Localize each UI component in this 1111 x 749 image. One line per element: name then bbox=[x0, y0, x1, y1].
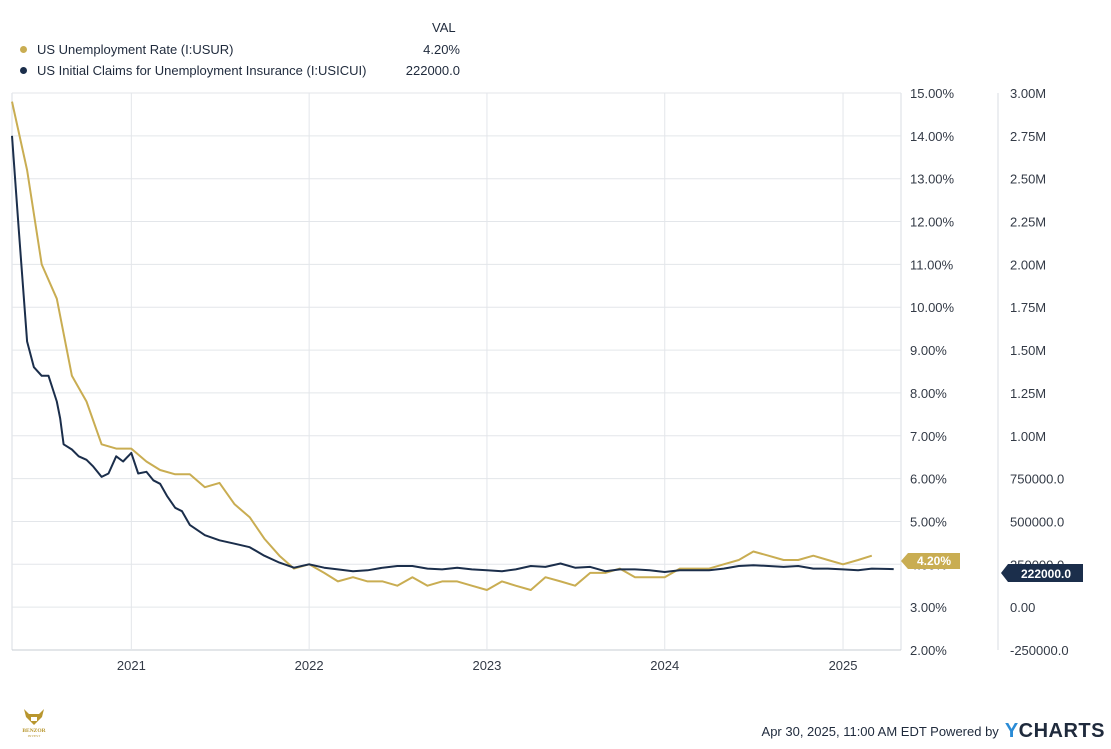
right-tick-label: 3.00M bbox=[1010, 86, 1046, 101]
right-tick-label: 1.00M bbox=[1010, 429, 1046, 444]
right-tick-label: 500000.0 bbox=[1010, 514, 1064, 529]
left-tick-label: 11.00% bbox=[910, 257, 954, 272]
left-tick-label: 9.00% bbox=[910, 343, 947, 358]
left-tick-label: 8.00% bbox=[910, 386, 947, 401]
end-labels: 4.20% 222000.0 bbox=[901, 553, 1083, 582]
x-tick-label: 2024 bbox=[650, 658, 679, 673]
right-tick-label: 2.00M bbox=[1010, 257, 1046, 272]
benzor-logo: BENZOR INVEST bbox=[20, 705, 48, 739]
left-tick-label: 7.00% bbox=[910, 429, 947, 444]
initial-claims-dot-icon bbox=[20, 66, 27, 74]
legend-label: US Initial Claims for Unemployment Insur… bbox=[37, 62, 367, 78]
legend-value: 4.20% bbox=[423, 41, 460, 57]
right-tick-label: 1.75M bbox=[1010, 300, 1046, 315]
right-tick-label: 1.50M bbox=[1010, 343, 1046, 358]
unemployment-end-label: 4.20% bbox=[917, 554, 951, 568]
ycharts-logo[interactable]: YCHARTS bbox=[1004, 720, 1105, 742]
footer: Apr 30, 2025, 11:00 AM EDT Powered by YC… bbox=[762, 720, 1105, 743]
unemployment-rate-dot-icon bbox=[20, 45, 27, 53]
claims-end-marker bbox=[1001, 564, 1083, 582]
timestamp-text: Apr 30, 2025, 11:00 AM EDT Powered by bbox=[761, 724, 999, 739]
unemployment-rate-line bbox=[11, 101, 873, 591]
svg-text:INVEST: INVEST bbox=[28, 734, 41, 738]
svg-text:BENZOR: BENZOR bbox=[22, 728, 46, 734]
initial-claims-line bbox=[11, 135, 894, 573]
legend-item-unemployment-rate[interactable]: US Unemployment Rate (I:USUR) 4.20% bbox=[20, 40, 460, 58]
left-tick-label: 14.00% bbox=[910, 129, 955, 144]
left-tick-label: 6.00% bbox=[910, 472, 947, 487]
left-tick-label: 10.00% bbox=[910, 300, 955, 315]
right-tick-label: 1.25M bbox=[1010, 386, 1046, 401]
x-tick-label: 2025 bbox=[829, 658, 858, 673]
legend-label: US Unemployment Rate (I:USUR) bbox=[37, 41, 234, 57]
left-tick-label: 3.00% bbox=[910, 600, 947, 615]
right-tick-label: 2.50M bbox=[1010, 172, 1046, 187]
legend-value: 222000.0 bbox=[405, 62, 460, 78]
left-tick-label: 12.00% bbox=[910, 215, 955, 230]
right-tick-label: 2.75M bbox=[1010, 129, 1046, 144]
legend-item-initial-claims[interactable]: US Initial Claims for Unemployment Insur… bbox=[20, 61, 460, 79]
left-tick-label: 13.00% bbox=[910, 172, 955, 187]
left-tick-label: 2.00% bbox=[910, 643, 947, 658]
left-axis-ticks: 15.00% 14.00% 13.00% 12.00% 11.00% 10.00% 9.00… bbox=[910, 86, 955, 658]
claims-end-label: 222000.0 bbox=[1021, 567, 1071, 581]
right-tick-label: 750000.0 bbox=[1010, 472, 1064, 487]
chart[interactable]: 15.00% 14.00% 13.00% 12.00% 11.00% 10.00% 9.00… bbox=[0, 0, 1111, 700]
x-tick-label: 2022 bbox=[295, 658, 324, 673]
unemployment-end-marker bbox=[901, 553, 960, 569]
right-tick-label: -250000.0 bbox=[1010, 643, 1069, 658]
series-lines bbox=[11, 101, 894, 591]
right-tick-label: 2.25M bbox=[1010, 215, 1046, 230]
left-tick-label: 15.00% bbox=[910, 86, 955, 101]
left-tick-label: 5.00% bbox=[910, 514, 947, 529]
x-axis-ticks: 2021 2022 2023 2024 2025 bbox=[117, 658, 858, 673]
legend-value-header: VAL bbox=[432, 20, 456, 35]
x-tick-label: 2023 bbox=[472, 658, 501, 673]
grid bbox=[11, 92, 999, 651]
x-tick-label: 2021 bbox=[117, 658, 146, 673]
right-tick-label: 0.00 bbox=[1010, 600, 1035, 615]
